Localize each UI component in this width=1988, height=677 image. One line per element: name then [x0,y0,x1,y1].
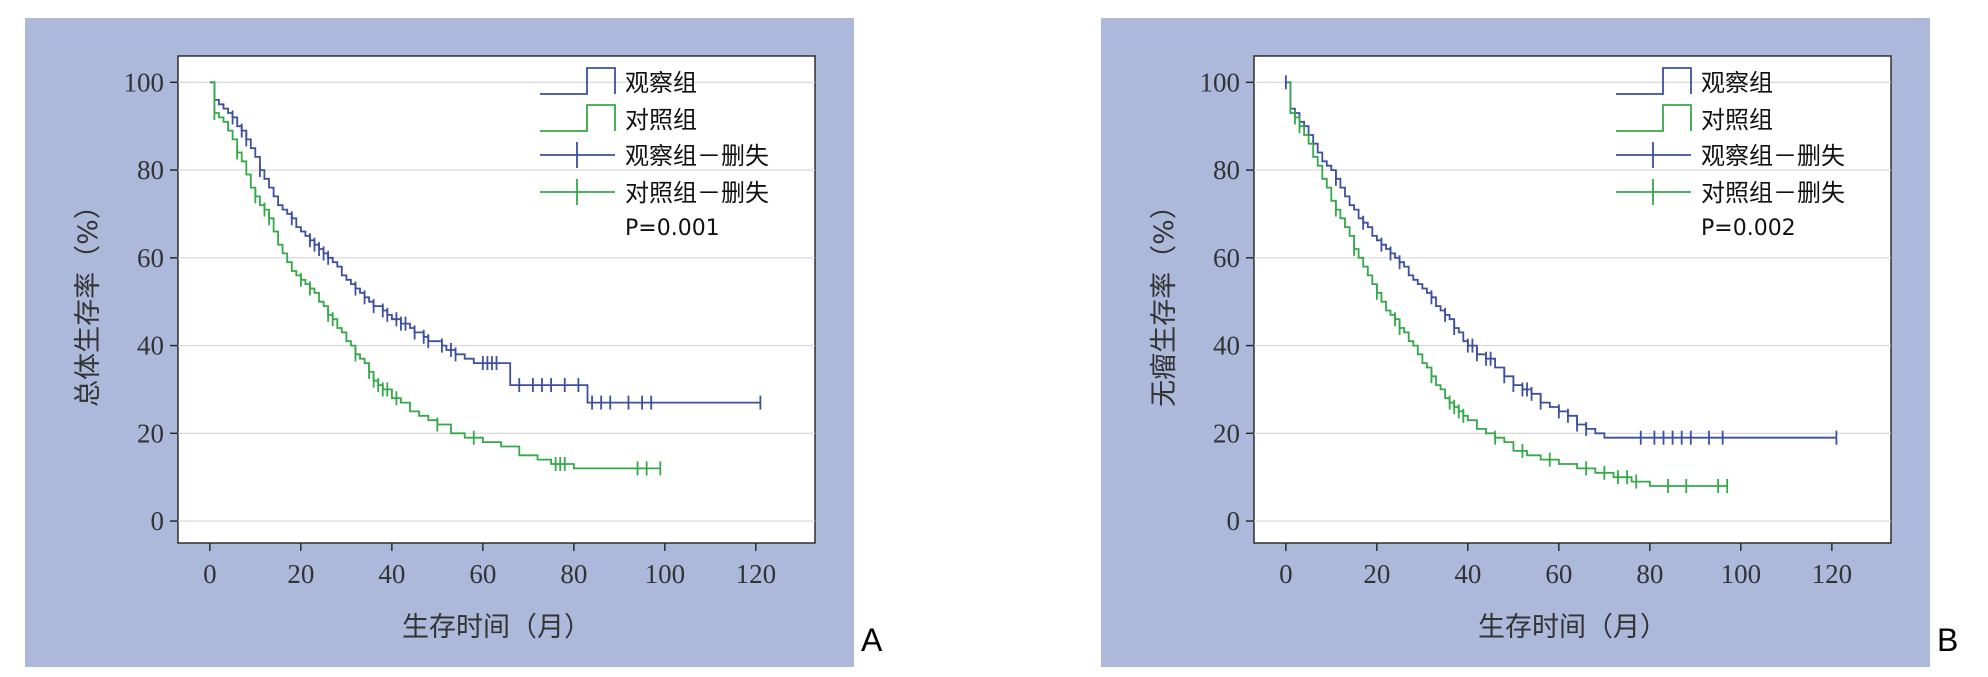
y-tick-label: 100 [1200,67,1241,97]
x-axis-title: 生存时间（月） [1478,612,1667,643]
y-axis-title: 总体生存率（%） [73,192,104,407]
x-tick-label: 120 [1812,559,1853,589]
legend-swatch [540,67,616,95]
series-line-observe [209,81,761,404]
y-tick-label: 40 [1213,331,1240,361]
p-value: P=0.001 [625,216,720,241]
legend-label: 观察组－删失 [625,142,769,170]
y-tick-label: 80 [137,155,164,185]
x-tick-label: 100 [645,559,686,589]
chart-panel-a: 0 20 40 60 80 100 0 20 40 60 80 100 120 生存时间（月） 总体生存率（… [25,18,854,667]
x-tick-label: 20 [287,559,314,589]
y-tick-label: 20 [1213,418,1240,448]
x-tick-label: 60 [1545,559,1572,589]
x-tick-label: 80 [560,559,587,589]
km-chart-a: 0 20 40 60 80 100 0 20 40 60 80 100 120 生存时间（月） 总体生存率（… [73,55,816,643]
legend-label: 观察组 [1701,69,1773,97]
x-tick-label: 0 [1279,559,1293,589]
y-axis-title: 无瘤生存率（%） [1149,192,1180,407]
y-tick-label: 100 [124,67,165,97]
y-tick-label: 0 [1227,506,1241,536]
y-tick-label: 60 [1213,243,1240,273]
x-tick-label: 120 [736,559,777,589]
legend-swatch [540,104,616,132]
legend-label: 对照组－删失 [1701,179,1845,207]
chart-panel-b: 0 20 40 60 80 100 0 20 40 60 80 100 120 生存时间（月） 无瘤生存率（… [1101,18,1930,667]
legend-swatch [1616,67,1692,95]
x-tick-label: 80 [1636,559,1663,589]
x-axis-title: 生存时间（月） [402,612,591,643]
x-tick-label: 0 [203,559,217,589]
panel-letter-a: A [861,622,883,658]
p-value: P=0.002 [1701,216,1796,241]
km-chart-b: 0 20 40 60 80 100 0 20 40 60 80 100 120 生存时间（月） 无瘤生存率（… [1149,55,1892,643]
y-tick-label: 80 [1213,155,1240,185]
y-tick-label: 0 [151,506,165,536]
plot-area [177,55,816,544]
legend-swatch [1616,104,1692,132]
x-tick-label: 20 [1363,559,1390,589]
y-tick-label: 60 [137,243,164,273]
legend-label: 对照组 [1701,106,1773,134]
series-line-control [1285,81,1728,487]
x-tick-label: 60 [469,559,496,589]
legend-label: 对照组 [625,106,697,134]
x-tick-label: 40 [1454,559,1481,589]
x-tick-label: 100 [1721,559,1762,589]
x-tick-label: 40 [378,559,405,589]
legend-label: 对照组－删失 [625,179,769,207]
panel-letter-b: B [1937,622,1959,658]
y-tick-label: 20 [137,418,164,448]
legend-label: 观察组－删失 [1701,142,1845,170]
legend-label: 观察组 [625,69,697,97]
y-tick-label: 40 [137,331,164,361]
plot-area [1253,55,1892,544]
